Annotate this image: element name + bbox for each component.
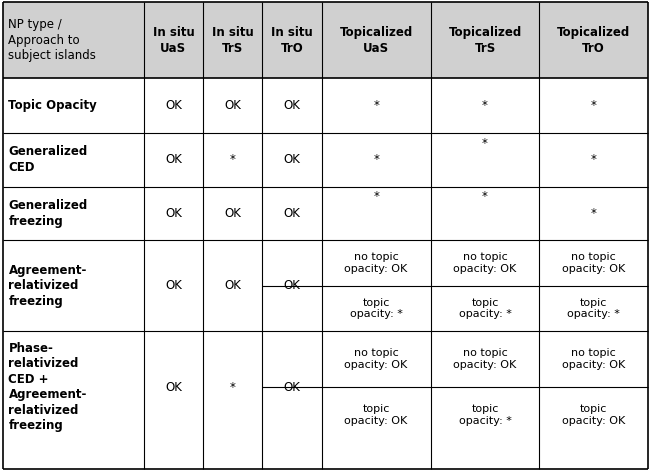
Text: Generalized
freezing: Generalized freezing [8,199,88,227]
Text: *: * [373,153,379,166]
Text: no topic
opacity: OK: no topic opacity: OK [562,252,625,274]
Text: topic
opacity: OK: topic opacity: OK [562,404,625,426]
Text: no topic
opacity: OK: no topic opacity: OK [344,348,408,370]
Text: OK: OK [165,207,182,220]
Text: topic
opacity: *: topic opacity: * [350,298,402,319]
Text: OK: OK [284,381,300,394]
Bar [3,331,648,443]
Text: OK: OK [165,153,182,166]
Text: Topic Opacity: Topic Opacity [8,99,97,112]
Text: *: * [590,153,596,166]
Text: no topic
opacity: OK: no topic opacity: OK [562,348,625,370]
Text: In situ
UaS: In situ UaS [152,26,194,55]
Text: Topicalized
TrS: Topicalized TrS [449,26,521,55]
Bar [3,187,648,240]
Text: NP type /
Approach to
subject islands: NP type / Approach to subject islands [8,18,96,62]
Text: OK: OK [224,99,241,112]
Text: *: * [482,99,488,112]
Text: OK: OK [224,279,241,292]
Text: Topicalized
TrO: Topicalized TrO [557,26,630,55]
Text: OK: OK [165,99,182,112]
Text: In situ
TrO: In situ TrO [271,26,313,55]
Text: *: * [230,381,236,394]
Text: *: * [482,190,488,203]
Bar [3,2,648,78]
Text: OK: OK [284,99,300,112]
Bar [3,240,648,331]
Bar [3,133,648,187]
Text: topic
opacity: OK: topic opacity: OK [344,404,408,426]
Text: OK: OK [284,279,300,292]
Text: OK: OK [165,279,182,292]
Text: topic
opacity: *: topic opacity: * [567,298,620,319]
Text: no topic
opacity: OK: no topic opacity: OK [344,252,408,274]
Text: topic
opacity: *: topic opacity: * [458,404,512,426]
Text: *: * [230,153,236,166]
Text: *: * [373,99,379,112]
Text: topic
opacity: *: topic opacity: * [458,298,512,319]
Text: *: * [590,207,596,220]
Text: OK: OK [224,207,241,220]
Text: Generalized
CED: Generalized CED [8,146,88,174]
Text: *: * [373,190,379,203]
Text: OK: OK [284,153,300,166]
Bar [3,78,648,133]
Text: no topic
opacity: OK: no topic opacity: OK [453,348,517,370]
Text: OK: OK [165,381,182,394]
Text: Agreement-
relativized
freezing: Agreement- relativized freezing [8,264,87,308]
Text: *: * [482,137,488,150]
Text: Phase-
relativized
CED +
Agreement-
relativized
freezing: Phase- relativized CED + Agreement- rela… [8,342,87,432]
Text: In situ
TrS: In situ TrS [212,26,254,55]
Text: *: * [590,99,596,112]
Text: no topic
opacity: OK: no topic opacity: OK [453,252,517,274]
Text: OK: OK [284,207,300,220]
Text: Topicalized
UaS: Topicalized UaS [339,26,413,55]
